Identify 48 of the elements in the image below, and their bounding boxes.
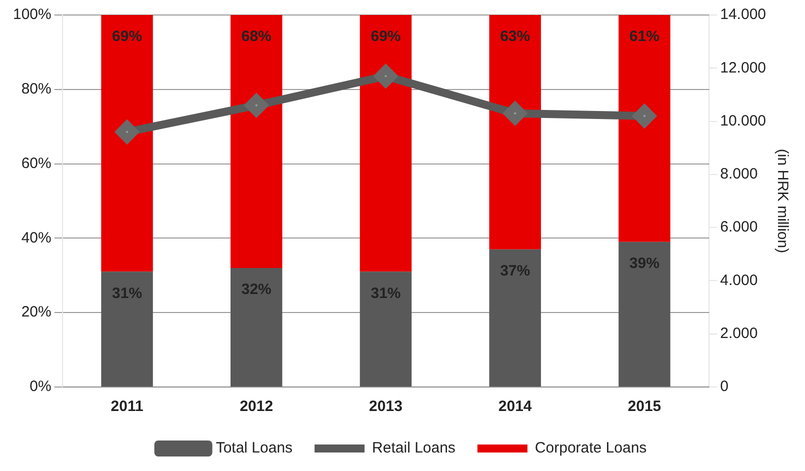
- data-label: 31%: [370, 284, 401, 302]
- data-label: 32%: [241, 281, 272, 298]
- y2-tick-label: 14.000: [720, 6, 766, 24]
- y2-tick-label: 2.000: [720, 325, 758, 342]
- x-tick-label: 2011: [110, 398, 144, 416]
- legend-label: Total Loans: [216, 440, 293, 457]
- y-tick-label: 0%: [30, 378, 52, 396]
- y2-tick-label: 8.000: [720, 166, 758, 183]
- legend-label: Corporate Loans: [534, 440, 647, 457]
- data-label: 69%: [370, 28, 401, 46]
- x-tick-label: 2014: [498, 398, 532, 416]
- bar: [230, 15, 282, 268]
- data-label: 63%: [500, 28, 530, 46]
- x-tick-label: 2013: [369, 398, 402, 416]
- point: [633, 104, 656, 127]
- bar: [101, 272, 153, 386]
- y2-tick-label: 12.000: [720, 59, 766, 76]
- x-tick-label: 2012: [240, 398, 274, 416]
- x-tick-label: 2015: [628, 398, 662, 416]
- y-tick-label: 80%: [21, 80, 52, 98]
- y-tick-label: 60%: [21, 154, 52, 172]
- y-tick-label: 20%: [21, 304, 52, 321]
- data-label: 68%: [241, 28, 272, 46]
- data-label: 39%: [629, 255, 660, 272]
- bar: [618, 242, 670, 386]
- data-label: 69%: [112, 28, 142, 46]
- y2-tick-label: 4.000: [720, 272, 758, 289]
- bar: [489, 249, 541, 386]
- bar: [489, 15, 541, 250]
- point: [374, 65, 397, 88]
- legend-label: Retail Loans: [372, 440, 456, 457]
- y2-tick-label: 0: [720, 378, 728, 396]
- bar: [618, 15, 670, 242]
- y2-tick-label: 10.000: [720, 112, 766, 130]
- y-tick-label: 100%: [12, 6, 52, 24]
- data-label: 31%: [112, 284, 142, 302]
- y2-axis-title: (in HRK million): [774, 148, 791, 254]
- point: [116, 120, 138, 143]
- bar: [101, 15, 153, 272]
- bar: [360, 272, 412, 386]
- y2-tick-label: 6.000: [720, 218, 758, 236]
- point: [245, 94, 268, 116]
- bar: [360, 15, 412, 272]
- data-label: 37%: [500, 262, 530, 280]
- y-tick-label: 40%: [21, 229, 52, 246]
- bar: [230, 268, 282, 386]
- data-label: 61%: [629, 28, 660, 46]
- point: [504, 102, 526, 124]
